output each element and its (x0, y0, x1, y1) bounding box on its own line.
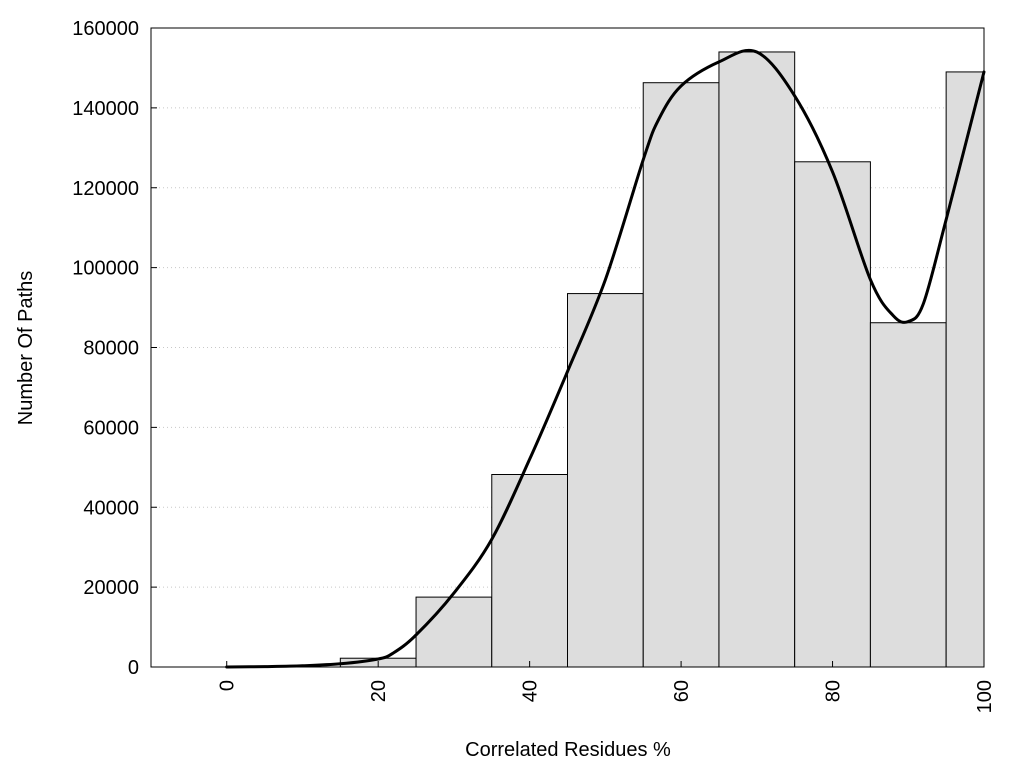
histogram-bars (226, 51, 985, 668)
histogram-bar (642, 82, 720, 668)
y-tick-label: 160000 (72, 18, 139, 40)
histogram-bar (794, 161, 871, 668)
x-tick-label: 100 (974, 680, 996, 713)
histogram-bar (945, 71, 985, 668)
x-axis-title: Correlated Residues % (465, 739, 671, 761)
histogram-bar (567, 293, 644, 668)
x-tick-label: 60 (671, 680, 693, 702)
y-tick-label: 140000 (72, 98, 139, 120)
y-tick-label: 0 (128, 657, 139, 679)
x-tick-label: 80 (823, 680, 845, 702)
x-tick-label: 0 (217, 680, 239, 691)
y-tick-label: 20000 (83, 577, 139, 599)
density-curve (225, 48, 986, 669)
y-tick-label: 80000 (83, 338, 139, 360)
histogram-bar (415, 596, 493, 668)
y-axis-ticks: 0 20000 40000 60000 80000 100000 120000 140000 1… (72, 18, 157, 679)
y-axis-title: Number Of Paths (15, 271, 37, 426)
histogram-bar (718, 51, 796, 668)
x-axis-ticks: 0 20 40 60 80 100 (217, 661, 996, 713)
density-curve-line (225, 48, 986, 669)
histogram-bar (491, 474, 569, 668)
y-tick-label: 60000 (83, 417, 139, 439)
y-tick-label: 40000 (83, 497, 139, 519)
y-tick-label: 120000 (72, 178, 139, 200)
y-tick-label: 100000 (72, 258, 139, 280)
histogram-bar (869, 322, 947, 668)
x-tick-label: 40 (520, 680, 542, 702)
x-tick-label: 20 (368, 680, 390, 702)
